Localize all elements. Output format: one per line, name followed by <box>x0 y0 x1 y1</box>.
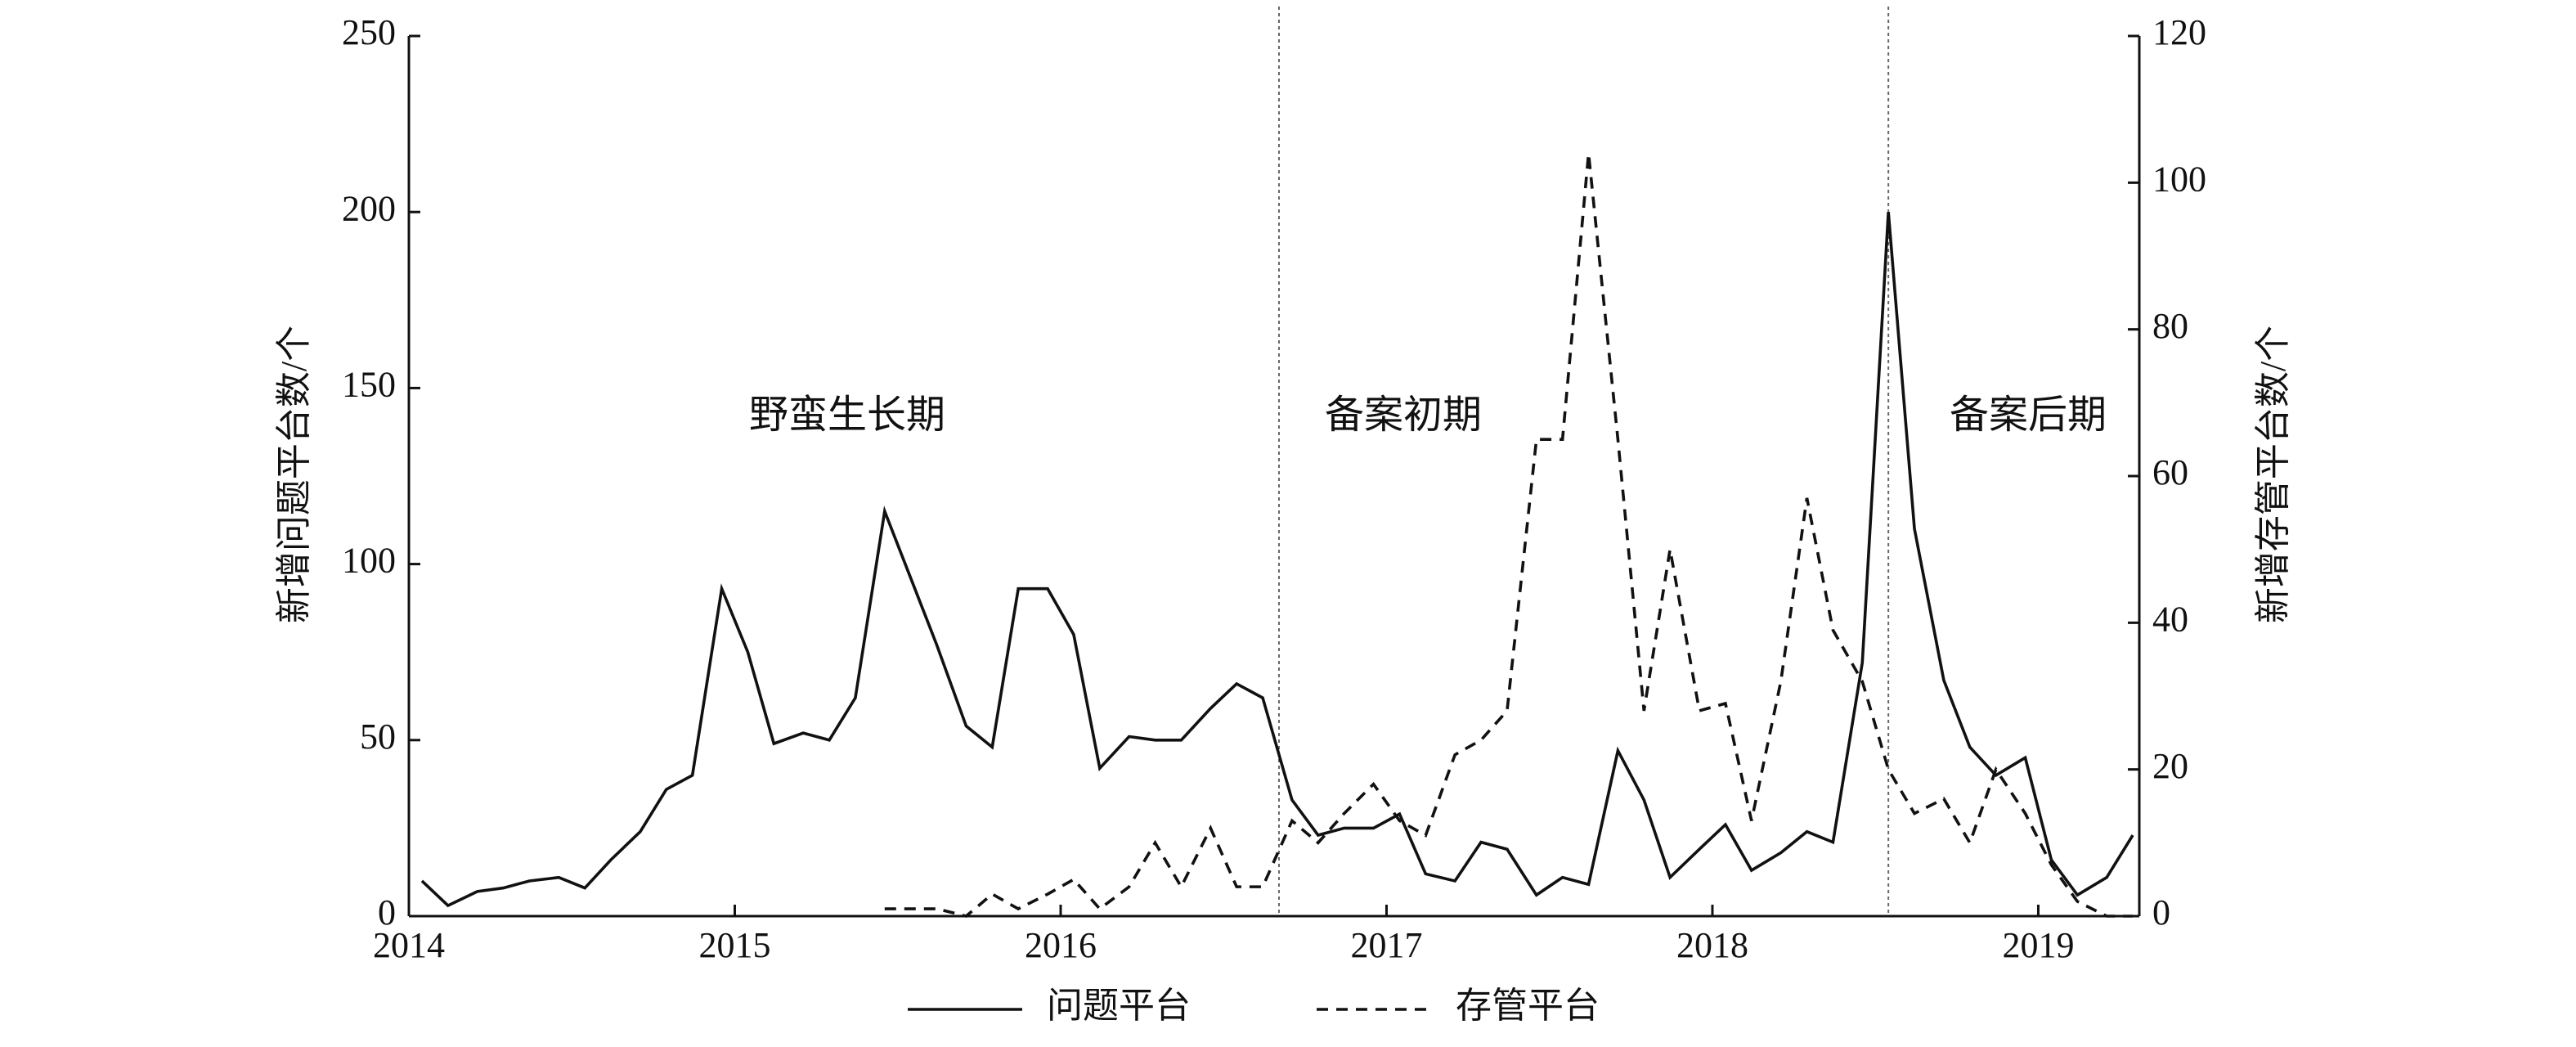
y-tick-label: 50 <box>360 717 396 757</box>
y2-axis-label: 新增存管平台数/个 <box>2253 326 2293 623</box>
y2-tick-label: 100 <box>2152 159 2206 199</box>
annotation: 野蛮生长期 <box>749 393 945 437</box>
legend-label: 存管平台 <box>1456 986 1600 1026</box>
y-axis-label: 新增问题平台数/个 <box>274 326 314 623</box>
series-line <box>420 212 2134 908</box>
y-tick-label: 250 <box>342 12 396 52</box>
x-tick-label: 2017 <box>1350 925 1422 965</box>
y2-tick-label: 80 <box>2152 306 2188 346</box>
series-line <box>884 153 2134 918</box>
y2-tick-label: 20 <box>2152 746 2188 786</box>
y-tick-label: 100 <box>342 541 396 581</box>
y2-tick-label: 60 <box>2152 452 2188 492</box>
x-tick-label: 2016 <box>1025 925 1097 965</box>
x-tick-label: 2014 <box>373 925 445 965</box>
x-tick-label: 2018 <box>1676 925 1748 965</box>
y2-tick-label: 0 <box>2152 892 2170 932</box>
y-tick-label: 0 <box>378 892 396 932</box>
legend-label: 问题平台 <box>1047 986 1191 1026</box>
y2-tick-label: 40 <box>2152 599 2188 639</box>
x-tick-label: 2019 <box>2002 925 2074 965</box>
y-tick-label: 150 <box>342 364 396 404</box>
annotation: 备案初期 <box>1325 393 1482 437</box>
y-tick-label: 200 <box>342 188 396 228</box>
annotation: 备案后期 <box>1950 393 2107 437</box>
x-tick-label: 2015 <box>698 925 770 965</box>
y2-tick-label: 120 <box>2152 12 2206 52</box>
